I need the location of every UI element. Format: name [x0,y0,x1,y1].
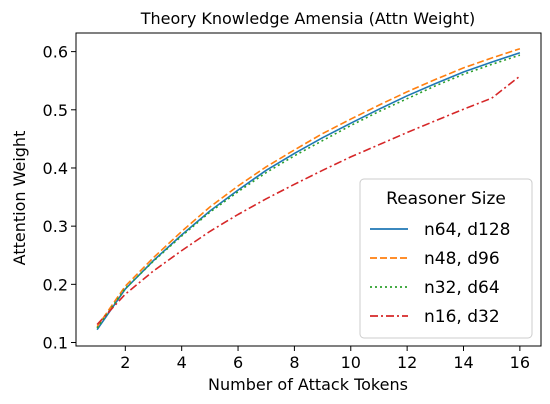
y-axis-label: Attention Weight [10,131,29,266]
legend-label: n48, d96 [424,249,500,269]
legend-label: n16, d32 [424,307,500,327]
y-tick-label: 0.3 [43,217,68,236]
x-tick-label: 4 [177,353,187,372]
y-tick-label: 0.5 [43,101,68,120]
legend: Reasoner Size n64, d128 n48, d96 n32, d64 n… [360,179,532,338]
y-axis-ticks: 0.1 0.2 0.3 0.4 0.5 0.6 [43,43,76,353]
legend-label: n64, d128 [424,220,510,240]
legend-title: Reasoner Size [386,189,506,209]
chart-title: Theory Knowledge Amensia (Attn Weight) [140,9,476,28]
legend-label: n32, d64 [424,278,500,298]
x-tick-label: 12 [397,353,417,372]
x-tick-label: 2 [120,353,130,372]
x-tick-label: 10 [341,353,361,372]
x-axis-label: Number of Attack Tokens [208,375,408,394]
y-tick-label: 0.2 [43,275,68,294]
x-tick-label: 6 [233,353,243,372]
x-tick-label: 14 [453,353,473,372]
x-tick-label: 16 [510,353,530,372]
y-tick-label: 0.1 [43,334,68,353]
x-tick-label: 8 [289,353,299,372]
x-axis-ticks: 2 4 6 8 10 12 14 16 [120,346,530,372]
y-tick-label: 0.6 [43,43,68,62]
y-tick-label: 0.4 [43,159,68,178]
